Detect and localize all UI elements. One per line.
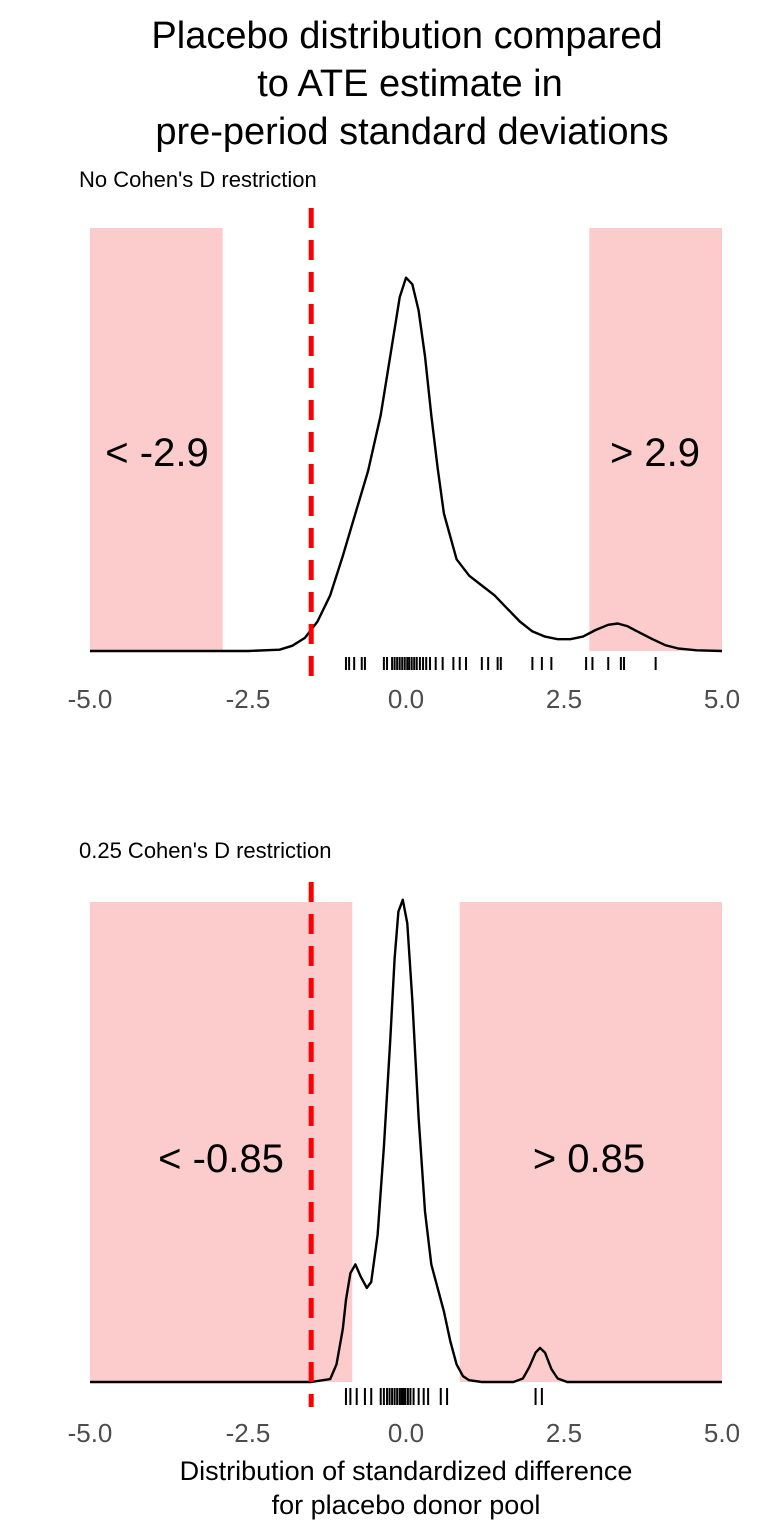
x-axis-label: Distribution of standardized difference … — [180, 1456, 633, 1520]
chart-title-line-2: to ATE estimate in — [257, 63, 563, 105]
panel-no-restriction: No Cohen's D restriction < -2.9 > 2.9 -5.0 -… — [68, 167, 740, 714]
shaded-region-right — [459, 902, 722, 1382]
shaded-region-right — [589, 228, 722, 651]
x-tick-label: 5.0 — [704, 1418, 740, 1448]
shaded-region-left — [90, 228, 223, 651]
x-tick-label: 0.0 — [388, 1418, 424, 1448]
region-label-right: > 2.9 — [610, 431, 700, 475]
x-axis-label-line-2: for placebo donor pool — [272, 1490, 541, 1520]
region-label-right: > 0.85 — [533, 1137, 645, 1181]
x-tick-label: -5.0 — [68, 1418, 113, 1448]
x-axis-label-line-1: Distribution of standardized difference — [180, 1456, 633, 1486]
shaded-region-left — [90, 902, 353, 1382]
chart-title: Placebo distribution compared to ATE est… — [151, 15, 668, 153]
density-curve — [90, 276, 723, 653]
x-tick-label: -2.5 — [226, 684, 271, 714]
panel-subtitle: No Cohen's D restriction — [79, 167, 317, 192]
x-tick-label: 5.0 — [704, 684, 740, 714]
x-tick-label: -5.0 — [68, 684, 113, 714]
x-tick-label: -2.5 — [226, 1418, 271, 1448]
x-tick-label: 2.5 — [546, 1418, 582, 1448]
region-label-left: < -0.85 — [158, 1137, 284, 1181]
chart-title-line-3: pre-period standard deviations — [155, 111, 668, 153]
panel-subtitle: 0.25 Cohen's D restriction — [79, 838, 331, 863]
density-curve — [90, 898, 722, 1384]
x-tick-label: 2.5 — [546, 684, 582, 714]
x-tick-label: 0.0 — [388, 684, 424, 714]
chart-title-line-1: Placebo distribution compared — [151, 15, 662, 57]
panel-025-restriction: 0.25 Cohen's D restriction < -0.85 > 0.85 -… — [68, 838, 740, 1448]
region-label-left: < -2.9 — [105, 431, 208, 475]
